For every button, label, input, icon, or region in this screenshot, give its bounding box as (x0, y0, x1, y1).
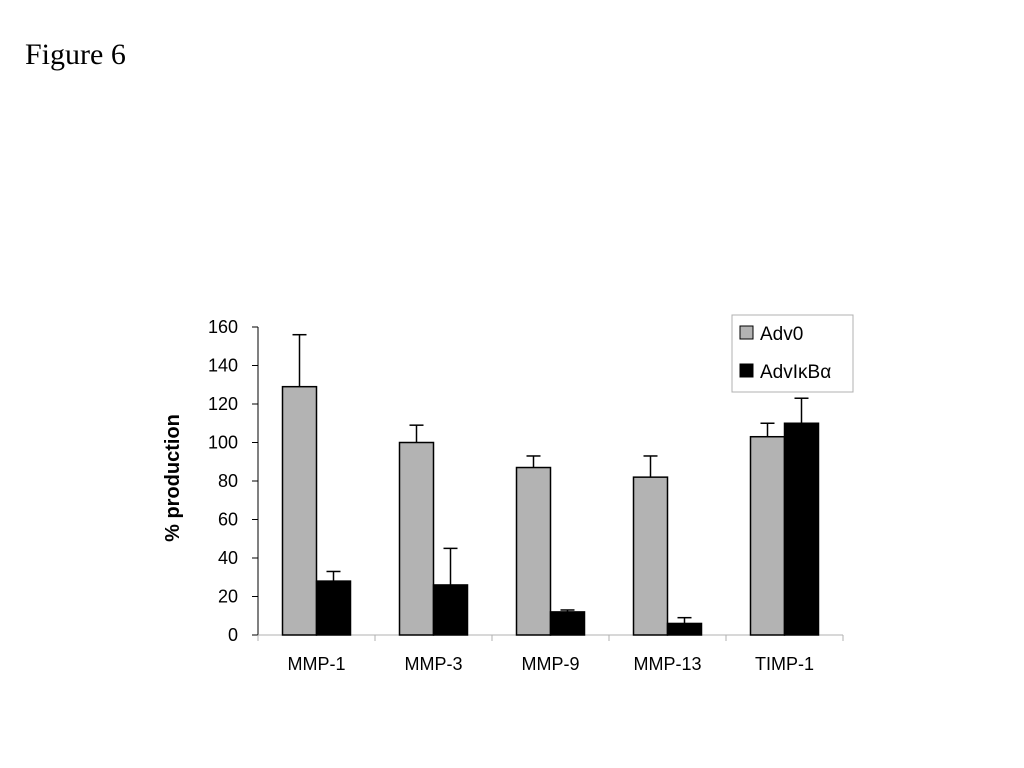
bar-adv0-mmp-13 (632, 476, 669, 636)
legend-swatch (739, 325, 754, 340)
y-tick-label: 0 (228, 625, 238, 645)
bar-advikba-mmp-1 (315, 580, 352, 636)
y-tick-label: 140 (208, 356, 238, 376)
x-tick-label: TIMP-1 (755, 654, 814, 674)
bar-advikba-timp-1 (783, 422, 820, 636)
bar-advikba-mmp-3 (432, 584, 469, 636)
x-tick-label: MMP-1 (288, 654, 346, 674)
legend-label: AdvIκBα (760, 362, 831, 383)
legend-label: Adv0 (760, 324, 803, 345)
y-tick-label: 120 (208, 394, 238, 414)
chart-legend: Adv0 AdvIκBα (731, 314, 854, 393)
bar-advikba-mmp-13 (666, 622, 703, 636)
y-tick-label: 40 (218, 548, 238, 568)
bar-advikba-mmp-9 (549, 611, 586, 636)
y-tick-label: 60 (218, 510, 238, 530)
y-tick-label: 80 (218, 471, 238, 491)
x-tick-label: MMP-13 (633, 654, 701, 674)
legend-swatch (739, 363, 754, 378)
y-tick-label: 160 (208, 317, 238, 337)
y-tick-label: 20 (218, 587, 238, 607)
chart-bars (281, 333, 820, 636)
y-tick-label: 100 (208, 433, 238, 453)
y-axis-label: % production (162, 414, 184, 542)
figure-label: Figure 6 (25, 38, 126, 71)
bar-adv0-timp-1 (749, 435, 786, 636)
bar-adv0-mmp-9 (515, 466, 552, 636)
chart-axes: 0 20 40 60 80 100 120 140 160 MMP-1 MMP-3 MMP-9 MMP-… (208, 317, 844, 674)
x-tick-label: MMP-9 (522, 654, 580, 674)
bar-adv0-mmp-3 (398, 441, 435, 636)
bar-adv0-mmp-1 (281, 385, 318, 636)
x-tick-label: MMP-3 (405, 654, 463, 674)
